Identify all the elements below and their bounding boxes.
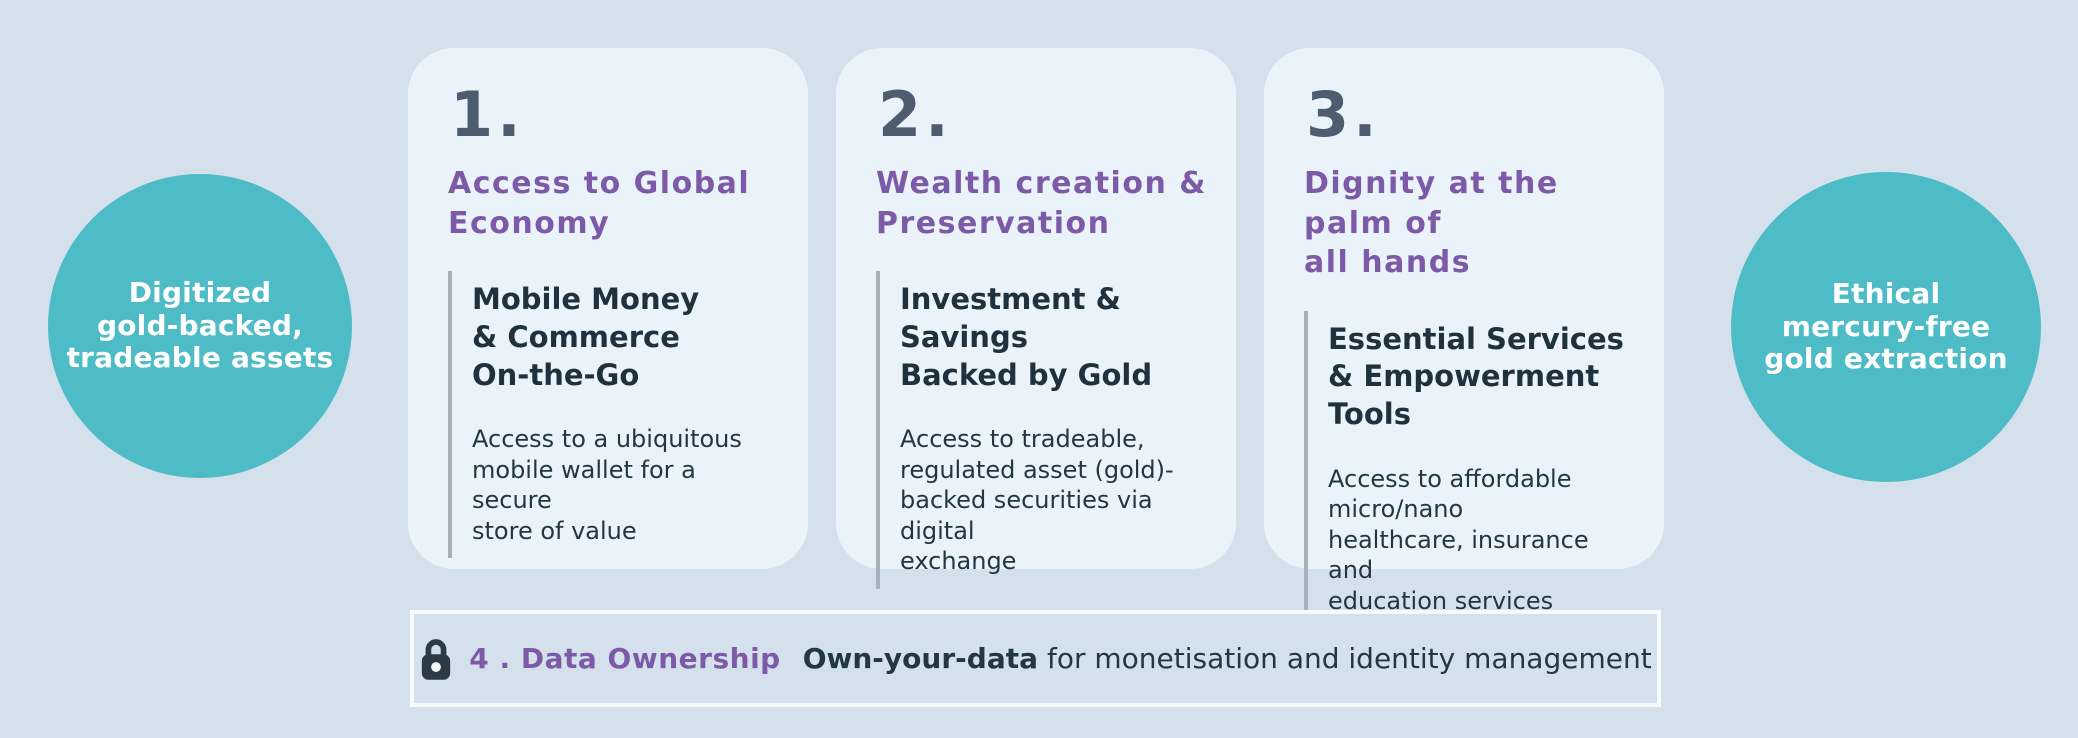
card-3-heading: Dignity at the palm of all hands: [1304, 166, 1559, 281]
card-1-heading: Access to Global Economy: [448, 166, 751, 241]
right-circle-text: Ethical mercury-free gold extraction: [1764, 277, 2008, 376]
lock-icon: [419, 637, 453, 681]
card-3-content: Essential Services & Empowerment Tools A…: [1304, 310, 1638, 629]
card-1-subtitle: Mobile Money & Commerce On-the-Go: [472, 282, 700, 392]
card-2-heading: Wealth creation & Preservation: [876, 166, 1207, 241]
card-1-number: 1.: [450, 78, 525, 151]
left-circle: Digitized gold-backed, tradeable assets: [48, 174, 352, 478]
card-1: 1. Access to Global Economy Mobile Money…: [408, 48, 808, 569]
card-1-body: Access to a ubiquitous mobile wallet for…: [472, 425, 742, 545]
footer-bar: 4 . Data Ownership Own-your-data for mon…: [410, 610, 1661, 707]
card-2: 2. Wealth creation & Preservation Invest…: [836, 48, 1236, 589]
footer-data-ownership-label: 4 . Data Ownership: [469, 642, 781, 675]
cards-row: 1. Access to Global Economy Mobile Money…: [408, 48, 1664, 629]
card-2-content: Investment & Savings Backed by Gold Acce…: [876, 271, 1210, 589]
left-circle-text: Digitized gold-backed, tradeable assets: [66, 276, 334, 375]
footer-content: 4 . Data Ownership Own-your-data for mon…: [419, 637, 1652, 681]
card-2-number: 2.: [878, 78, 953, 151]
card-3-number: 3.: [1306, 78, 1381, 151]
right-circle: Ethical mercury-free gold extraction: [1731, 172, 2041, 482]
card-3: 3. Dignity at the palm of all hands Esse…: [1264, 48, 1664, 629]
card-1-content: Mobile Money & Commerce On-the-Go Access…: [448, 271, 782, 559]
footer-own-your-data: Own-your-data: [802, 642, 1038, 675]
card-3-body: Access to affordable micro/nano healthca…: [1328, 464, 1589, 615]
card-3-subtitle: Essential Services & Empowerment Tools: [1328, 321, 1624, 432]
card-2-subtitle: Investment & Savings Backed by Gold: [900, 282, 1153, 392]
card-2-body: Access to tradeable, regulated asset (go…: [900, 425, 1174, 576]
footer-description: for monetisation and identity management: [1047, 642, 1652, 675]
